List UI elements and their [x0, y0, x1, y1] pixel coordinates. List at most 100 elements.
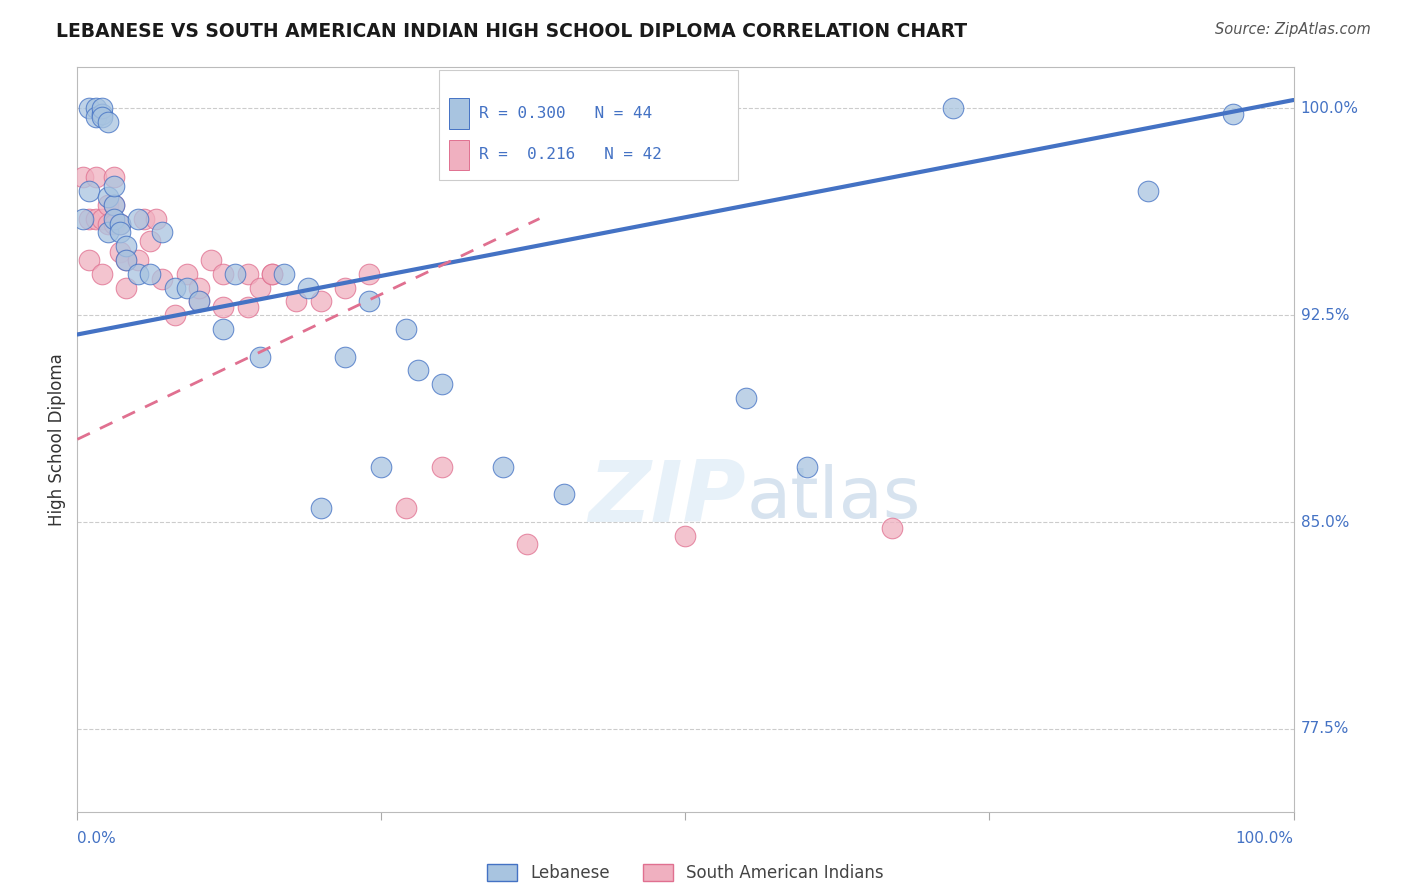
Point [200, 252, 222, 267]
Point [212, 267, 235, 281]
Point [108, 244, 131, 259]
Point [84, 170, 107, 185]
Point [152, 272, 174, 286]
Point [97, 115, 120, 129]
Point [115, 252, 138, 267]
Point [359, 294, 381, 309]
Point [224, 267, 246, 281]
Point [249, 280, 271, 294]
Point [333, 350, 356, 364]
Point [309, 501, 332, 516]
Point [90, 110, 112, 124]
Point [103, 217, 125, 231]
Point [108, 217, 131, 231]
Point [395, 322, 418, 336]
Point [260, 267, 283, 281]
Point [134, 211, 156, 226]
Point [236, 300, 259, 314]
Point [395, 501, 418, 516]
Text: R =  0.216   N = 42: R = 0.216 N = 42 [478, 147, 662, 162]
Text: ZIP: ZIP [589, 458, 747, 541]
Point [108, 217, 131, 231]
Point [492, 459, 515, 474]
Point [212, 300, 235, 314]
Point [188, 294, 211, 309]
Legend: Lebanese, South American Indians: Lebanese, South American Indians [479, 857, 891, 889]
Point [97, 198, 120, 212]
Point [297, 280, 319, 294]
Text: 85.0%: 85.0% [1301, 515, 1348, 530]
Point [103, 198, 125, 212]
Point [115, 280, 138, 294]
FancyBboxPatch shape [450, 140, 470, 170]
Point [359, 267, 381, 281]
Point [84, 211, 107, 226]
Point [103, 211, 125, 226]
Point [79, 211, 101, 226]
Point [103, 170, 125, 185]
Point [84, 101, 107, 115]
Point [796, 459, 818, 474]
FancyBboxPatch shape [450, 98, 470, 128]
Y-axis label: High School Diploma: High School Diploma [48, 353, 66, 525]
Point [127, 211, 149, 226]
Point [430, 377, 453, 392]
Point [212, 322, 235, 336]
Point [942, 101, 965, 115]
Point [103, 198, 125, 212]
Point [516, 537, 538, 551]
Point [108, 226, 131, 240]
Point [553, 487, 575, 501]
Point [97, 226, 120, 240]
Point [882, 520, 904, 534]
Point [139, 267, 162, 281]
Point [115, 252, 138, 267]
Text: LEBANESE VS SOUTH AMERICAN INDIAN HIGH SCHOOL DIPLOMA CORRELATION CHART: LEBANESE VS SOUTH AMERICAN INDIAN HIGH S… [56, 22, 967, 41]
Point [90, 101, 112, 115]
Point [236, 267, 259, 281]
Point [333, 280, 356, 294]
Point [97, 217, 120, 231]
Text: R = 0.300   N = 44: R = 0.300 N = 44 [478, 106, 652, 121]
Point [430, 459, 453, 474]
Point [90, 107, 112, 121]
Text: 0.0%: 0.0% [77, 831, 117, 846]
Text: 100.0%: 100.0% [1236, 831, 1294, 846]
Point [1222, 107, 1244, 121]
Point [103, 178, 125, 193]
Point [273, 267, 295, 281]
Point [115, 239, 138, 253]
Point [675, 529, 697, 543]
Point [84, 110, 107, 124]
Point [406, 363, 429, 377]
Point [97, 189, 120, 203]
Point [163, 308, 186, 322]
Point [90, 211, 112, 226]
Point [79, 184, 101, 198]
Point [127, 267, 149, 281]
Point [72, 211, 94, 226]
Text: 92.5%: 92.5% [1301, 308, 1348, 323]
Point [163, 280, 186, 294]
Point [127, 252, 149, 267]
Text: 77.5%: 77.5% [1301, 722, 1348, 737]
Point [79, 101, 101, 115]
Point [188, 280, 211, 294]
Point [139, 234, 162, 248]
Point [309, 294, 332, 309]
Point [145, 211, 167, 226]
Point [176, 267, 198, 281]
Point [249, 350, 271, 364]
Point [90, 267, 112, 281]
Point [152, 226, 174, 240]
Point [285, 294, 308, 309]
Point [72, 170, 94, 185]
Text: Source: ZipAtlas.com: Source: ZipAtlas.com [1215, 22, 1371, 37]
FancyBboxPatch shape [439, 70, 738, 180]
Point [735, 391, 758, 405]
Point [370, 459, 392, 474]
Text: atlas: atlas [747, 465, 921, 533]
Point [188, 294, 211, 309]
Text: 100.0%: 100.0% [1301, 101, 1358, 116]
Point [79, 252, 101, 267]
